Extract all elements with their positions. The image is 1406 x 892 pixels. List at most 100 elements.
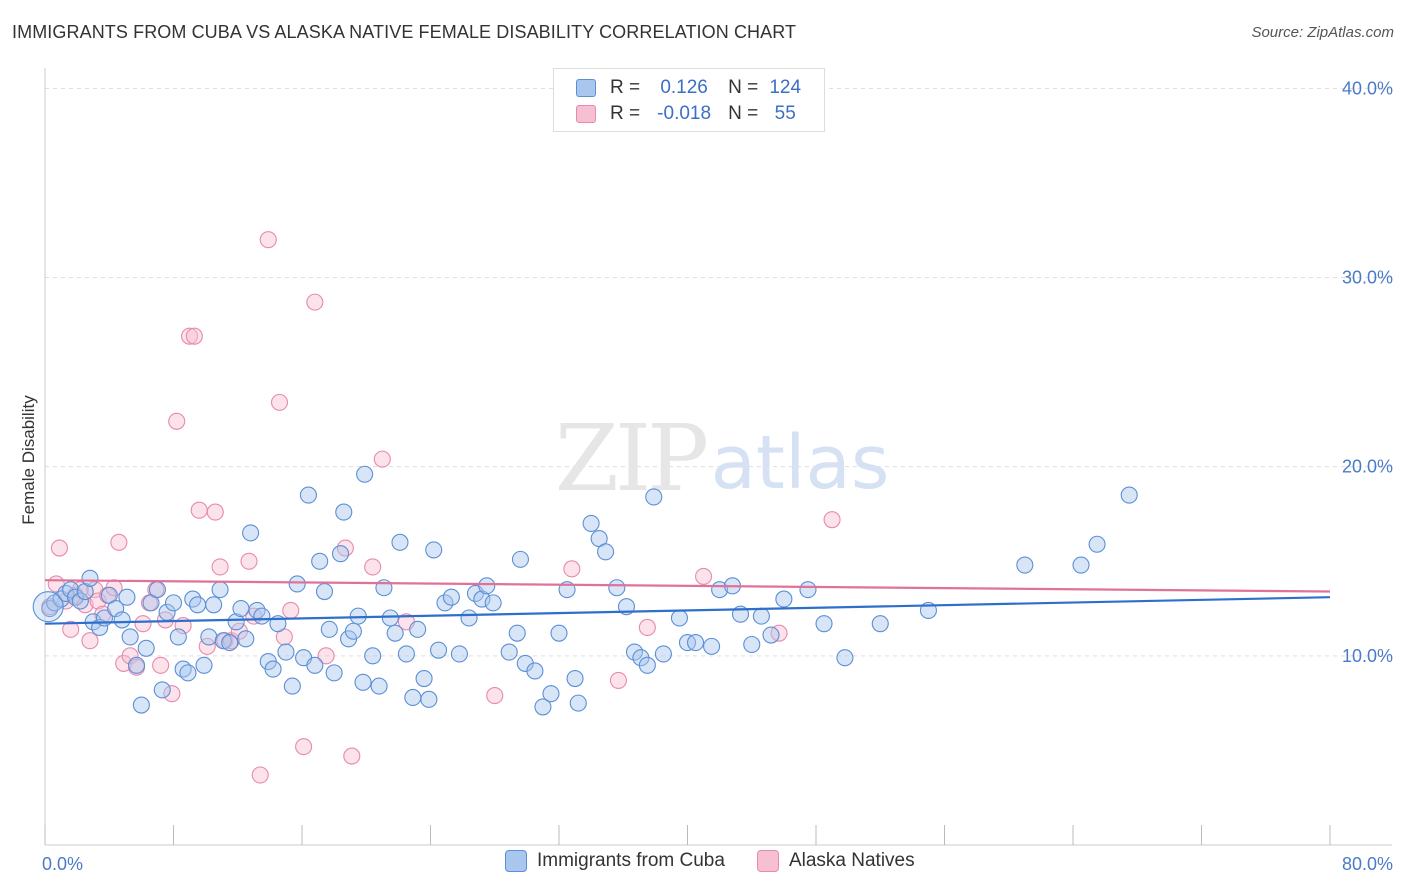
point-immigrants-from-cuba xyxy=(264,660,282,678)
point-alaska-natives xyxy=(259,231,277,249)
point-immigrants-from-cuba xyxy=(508,624,526,642)
point-immigrants-from-cuba xyxy=(397,645,415,663)
point-alaska-natives xyxy=(823,511,841,529)
point-immigrants-from-cuba xyxy=(311,552,329,570)
stats-legend: R = 0.126 N = 124 R = -0.018 N = 55 xyxy=(553,68,825,132)
point-immigrants-from-cuba xyxy=(331,545,350,563)
point-immigrants-from-cuba xyxy=(645,488,663,506)
point-immigrants-from-cuba xyxy=(409,620,427,638)
legend-r-label: R = xyxy=(610,77,641,98)
point-immigrants-from-cuba xyxy=(442,588,460,606)
point-alaska-natives xyxy=(282,601,300,619)
point-alaska-natives xyxy=(134,615,152,633)
x-tick-label: 0.0% xyxy=(42,854,83,874)
point-immigrants-from-cuba xyxy=(775,590,793,608)
point-immigrants-from-cuba xyxy=(1120,486,1138,504)
legend-n-value: 124 xyxy=(769,77,802,98)
point-alaska-natives xyxy=(81,632,99,650)
legend-swatch-pink xyxy=(576,105,596,123)
point-immigrants-from-cuba xyxy=(121,628,139,646)
point-alaska-natives xyxy=(638,618,656,637)
legend-row-blue: R = 0.126 N = 124 xyxy=(576,76,812,100)
legend-swatch-cuba xyxy=(505,850,527,872)
point-immigrants-from-cuba xyxy=(344,622,362,640)
point-immigrants-from-cuba xyxy=(364,647,382,665)
point-immigrants-from-cuba xyxy=(32,591,64,623)
point-immigrants-from-cuba xyxy=(625,643,644,661)
tick-labels: 10.0% 20.0% 30.0% 40.0% 0.0% 80.0% xyxy=(42,78,1393,874)
point-alaska-natives xyxy=(185,327,203,345)
point-alaska-natives xyxy=(306,293,324,311)
point-immigrants-from-cuba xyxy=(871,615,889,633)
point-alaska-natives xyxy=(343,747,361,765)
point-immigrants-from-cuba xyxy=(76,582,94,601)
point-immigrants-from-cuba xyxy=(81,569,99,587)
legend-item-cuba: Immigrants from Cuba xyxy=(505,850,725,872)
point-immigrants-from-cuba xyxy=(425,541,443,559)
point-alaska-natives xyxy=(364,558,382,576)
point-immigrants-from-cuba xyxy=(836,649,854,667)
point-immigrants-from-cuba xyxy=(542,685,560,703)
point-immigrants-from-cuba xyxy=(550,624,568,642)
point-immigrants-from-cuba xyxy=(211,581,229,599)
point-immigrants-from-cuba xyxy=(534,698,552,716)
point-immigrants-from-cuba xyxy=(118,588,136,606)
point-immigrants-from-cuba xyxy=(169,628,187,646)
point-alaska-natives xyxy=(110,533,128,551)
point-alaska-natives xyxy=(373,450,391,468)
point-immigrants-from-cuba xyxy=(221,634,239,652)
trend-lines xyxy=(44,579,1331,625)
legend-n-label: N = xyxy=(728,103,759,124)
point-immigrants-from-cuba xyxy=(232,600,250,618)
legend-n-label: N = xyxy=(728,77,759,98)
y-axis-title: Female Disability xyxy=(19,395,38,525)
legend-swatch-blue xyxy=(576,79,596,97)
point-immigrants-from-cuba xyxy=(214,632,232,650)
legend-r-value: 0.126 xyxy=(660,77,708,98)
legend-label-cuba: Immigrants from Cuba xyxy=(537,850,725,871)
legend-item-alaska: Alaska Natives xyxy=(756,850,915,872)
point-immigrants-from-cuba xyxy=(128,656,146,674)
point-immigrants-from-cuba xyxy=(189,596,207,614)
point-alaska-natives xyxy=(181,327,199,345)
point-immigrants-from-cuba xyxy=(283,677,301,695)
point-immigrants-from-cuba xyxy=(420,690,438,708)
point-immigrants-from-cuba xyxy=(381,609,399,627)
point-alaska-natives xyxy=(62,620,80,638)
point-immigrants-from-cuba xyxy=(277,643,295,661)
point-immigrants-from-cuba xyxy=(227,613,245,631)
point-immigrants-from-cuba xyxy=(335,503,353,521)
watermark-atlas: atlas xyxy=(711,420,890,506)
point-alaska-natives xyxy=(295,738,313,756)
point-immigrants-from-cuba xyxy=(526,662,544,680)
series-legend: Immigrants from Cuba Alaska Natives xyxy=(505,850,947,872)
point-immigrants-from-cuba xyxy=(608,579,626,597)
point-alaska-natives xyxy=(211,558,229,576)
point-immigrants-from-cuba xyxy=(654,645,672,663)
point-immigrants-from-cuba xyxy=(815,615,833,633)
point-immigrants-from-cuba xyxy=(473,590,491,608)
point-immigrants-from-cuba xyxy=(113,611,131,629)
point-immigrants-from-cuba xyxy=(799,581,817,599)
series-immigrants-from-cuba xyxy=(32,465,1138,716)
point-immigrants-from-cuba xyxy=(356,465,374,483)
point-immigrants-from-cuba xyxy=(415,669,433,688)
point-alaska-natives xyxy=(168,412,186,430)
point-immigrants-from-cuba xyxy=(315,582,334,601)
point-immigrants-from-cuba xyxy=(71,592,89,610)
legend-label-alaska: Alaska Natives xyxy=(788,850,915,871)
point-alaska-natives xyxy=(609,671,627,689)
point-alaska-natives xyxy=(317,647,335,665)
point-immigrants-from-cuba xyxy=(597,543,615,561)
point-immigrants-from-cuba xyxy=(703,637,721,655)
point-alaska-natives xyxy=(563,560,581,578)
point-immigrants-from-cuba xyxy=(460,609,478,627)
point-immigrants-from-cuba xyxy=(429,641,448,659)
point-immigrants-from-cuba xyxy=(41,600,59,618)
point-immigrants-from-cuba xyxy=(404,688,422,707)
point-immigrants-from-cuba xyxy=(200,628,218,646)
chart-title: IMMIGRANTS FROM CUBA VS ALASKA NATIVE FE… xyxy=(12,22,797,42)
point-immigrants-from-cuba xyxy=(1016,556,1034,574)
point-immigrants-from-cuba xyxy=(752,607,770,625)
